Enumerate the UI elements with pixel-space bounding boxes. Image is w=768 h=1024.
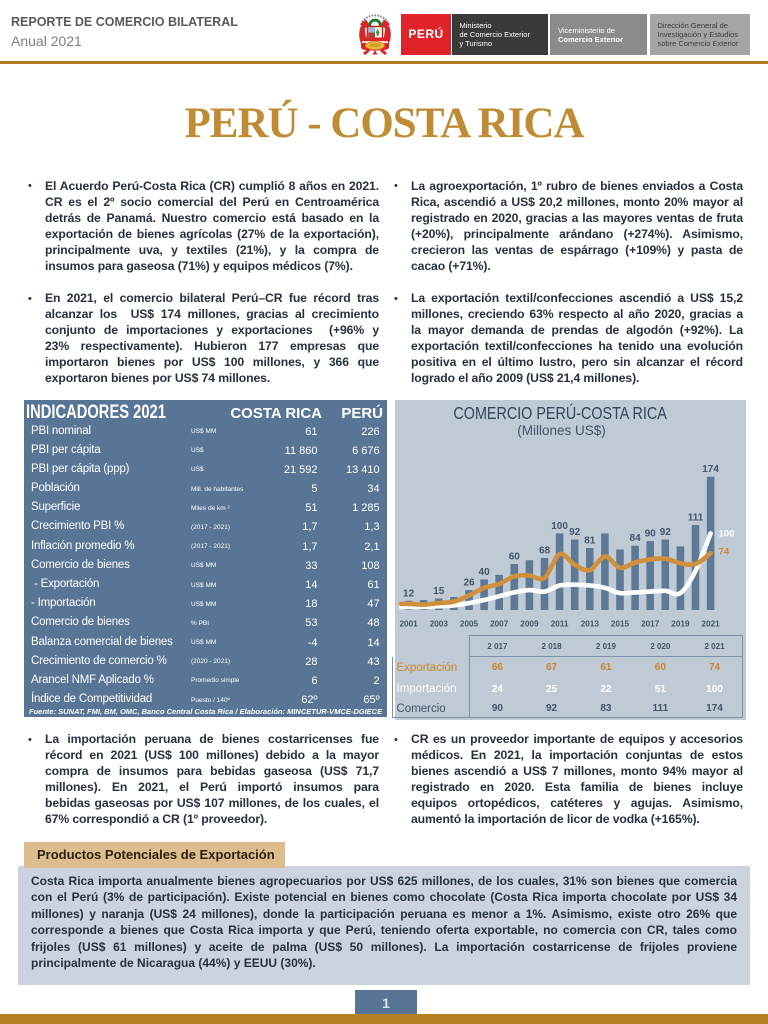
svg-text:111: 111 xyxy=(688,513,704,524)
svg-text:26: 26 xyxy=(463,578,475,589)
svg-text:100: 100 xyxy=(719,528,735,539)
svg-text:174: 174 xyxy=(702,464,719,475)
svg-text:68: 68 xyxy=(539,545,551,556)
svg-text:92: 92 xyxy=(660,527,672,538)
svg-text:2001: 2001 xyxy=(399,620,418,629)
svg-text:84: 84 xyxy=(630,533,642,544)
svg-text:2017: 2017 xyxy=(641,620,660,629)
svg-text:2003: 2003 xyxy=(430,620,449,629)
svg-text:81: 81 xyxy=(584,536,596,547)
svg-text:92: 92 xyxy=(569,527,581,538)
svg-text:2007: 2007 xyxy=(490,620,509,629)
svg-text:2011: 2011 xyxy=(551,620,569,629)
svg-text:2005: 2005 xyxy=(460,620,479,629)
svg-text:2013: 2013 xyxy=(581,620,600,629)
svg-text:2021: 2021 xyxy=(701,620,720,629)
svg-text:2015: 2015 xyxy=(611,620,630,629)
svg-text:15: 15 xyxy=(433,586,445,597)
svg-text:100: 100 xyxy=(551,521,568,532)
svg-text:12: 12 xyxy=(403,588,415,599)
svg-text:60: 60 xyxy=(509,552,521,563)
svg-text:2019: 2019 xyxy=(671,620,690,629)
svg-text:2009: 2009 xyxy=(520,620,539,629)
svg-text:40: 40 xyxy=(479,567,491,578)
svg-text:90: 90 xyxy=(645,529,657,540)
svg-text:74: 74 xyxy=(719,546,730,557)
